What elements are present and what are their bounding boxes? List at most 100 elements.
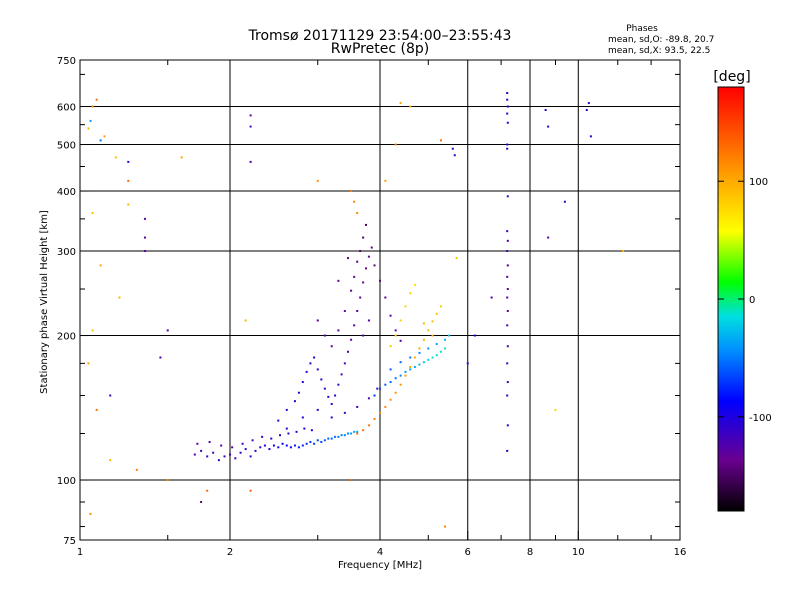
data-point — [506, 362, 509, 365]
data-point — [310, 429, 313, 432]
data-point — [563, 200, 566, 203]
data-point — [422, 338, 425, 341]
data-point — [373, 394, 376, 397]
data-point — [379, 411, 381, 414]
data-point — [337, 279, 340, 282]
data-point — [270, 437, 273, 440]
data-point — [356, 405, 359, 408]
data-point — [309, 362, 312, 365]
data-point — [323, 334, 326, 337]
data-point — [212, 451, 215, 454]
data-point — [301, 416, 304, 419]
data-point — [234, 457, 237, 460]
data-point — [143, 217, 146, 220]
y-tick-label: 75 — [63, 536, 76, 547]
data-point — [409, 356, 412, 359]
data-point — [127, 179, 130, 182]
data-point — [249, 455, 252, 458]
data-point — [554, 408, 557, 411]
data-point — [435, 343, 438, 346]
data-point — [330, 345, 333, 348]
data-point — [431, 356, 434, 359]
data-point — [506, 345, 509, 348]
y-tick-label: 750 — [57, 56, 76, 67]
data-point — [389, 345, 392, 348]
data-point — [435, 354, 438, 357]
data-point — [127, 160, 130, 163]
x-tick-label: 4 — [377, 547, 383, 558]
colorbar-ticks: -100 0 100 — [717, 86, 772, 512]
data-point — [443, 338, 446, 341]
data-point — [293, 400, 296, 403]
data-point — [427, 358, 430, 361]
phase-stats-x: mean, sd,X: 93.5, 22.5 — [608, 46, 710, 56]
data-point — [399, 374, 402, 377]
data-point — [114, 156, 117, 159]
data-point — [399, 361, 402, 364]
data-point — [206, 489, 209, 492]
data-point — [323, 387, 326, 390]
data-point — [413, 283, 416, 286]
data-point — [99, 139, 102, 142]
data-point — [87, 362, 90, 365]
data-point — [229, 453, 231, 456]
data-point — [404, 374, 407, 377]
data-point — [330, 416, 333, 419]
data-point — [297, 391, 300, 394]
data-point — [473, 334, 476, 337]
data-point — [277, 446, 280, 449]
data-point — [373, 418, 376, 421]
data-point — [370, 246, 373, 249]
data-point — [422, 322, 425, 325]
data-point — [356, 430, 359, 433]
data-point — [316, 179, 319, 182]
data-point — [346, 432, 349, 435]
data-point — [399, 319, 402, 322]
data-point — [362, 281, 365, 284]
data-point — [301, 381, 304, 384]
data-point — [223, 455, 226, 458]
data-point — [506, 239, 509, 242]
data-point — [409, 368, 412, 371]
data-point — [340, 373, 343, 376]
data-point — [320, 378, 323, 381]
data-point — [547, 125, 550, 128]
x-axis-label: Frequency [MHz] — [338, 560, 422, 571]
data-point — [346, 257, 349, 260]
data-point — [337, 383, 340, 386]
data-point — [379, 279, 381, 282]
data-point — [249, 160, 252, 163]
data-point — [313, 442, 316, 445]
data-point — [159, 356, 162, 359]
y-tick-label: 300 — [57, 247, 76, 258]
data-point — [166, 479, 169, 482]
y-axis-ticks: 75 100 200 300 400 500 600 750 — [57, 56, 680, 547]
data-point — [268, 448, 271, 451]
data-point — [394, 143, 397, 146]
data-point — [254, 449, 257, 452]
data-point — [91, 105, 94, 108]
data-point — [350, 289, 353, 292]
data-point — [103, 135, 106, 138]
data-point — [239, 451, 242, 454]
data-point — [422, 361, 425, 364]
data-point — [439, 139, 442, 142]
data-point — [365, 267, 368, 270]
colorbar-tick-label: -100 — [749, 413, 772, 424]
data-point — [249, 114, 252, 117]
data-point — [427, 347, 430, 350]
data-point — [350, 190, 353, 193]
data-point — [384, 179, 387, 182]
data-point — [356, 432, 359, 435]
data-point — [367, 255, 370, 258]
data-point — [389, 398, 392, 401]
x-tick-label: 10 — [572, 547, 585, 558]
data-point — [95, 408, 98, 411]
data-point — [506, 288, 509, 291]
data-point — [272, 444, 275, 447]
data-point — [506, 112, 509, 115]
data-point — [249, 125, 252, 128]
data-point — [244, 448, 247, 451]
data-point — [334, 394, 337, 397]
data-point — [394, 334, 397, 337]
